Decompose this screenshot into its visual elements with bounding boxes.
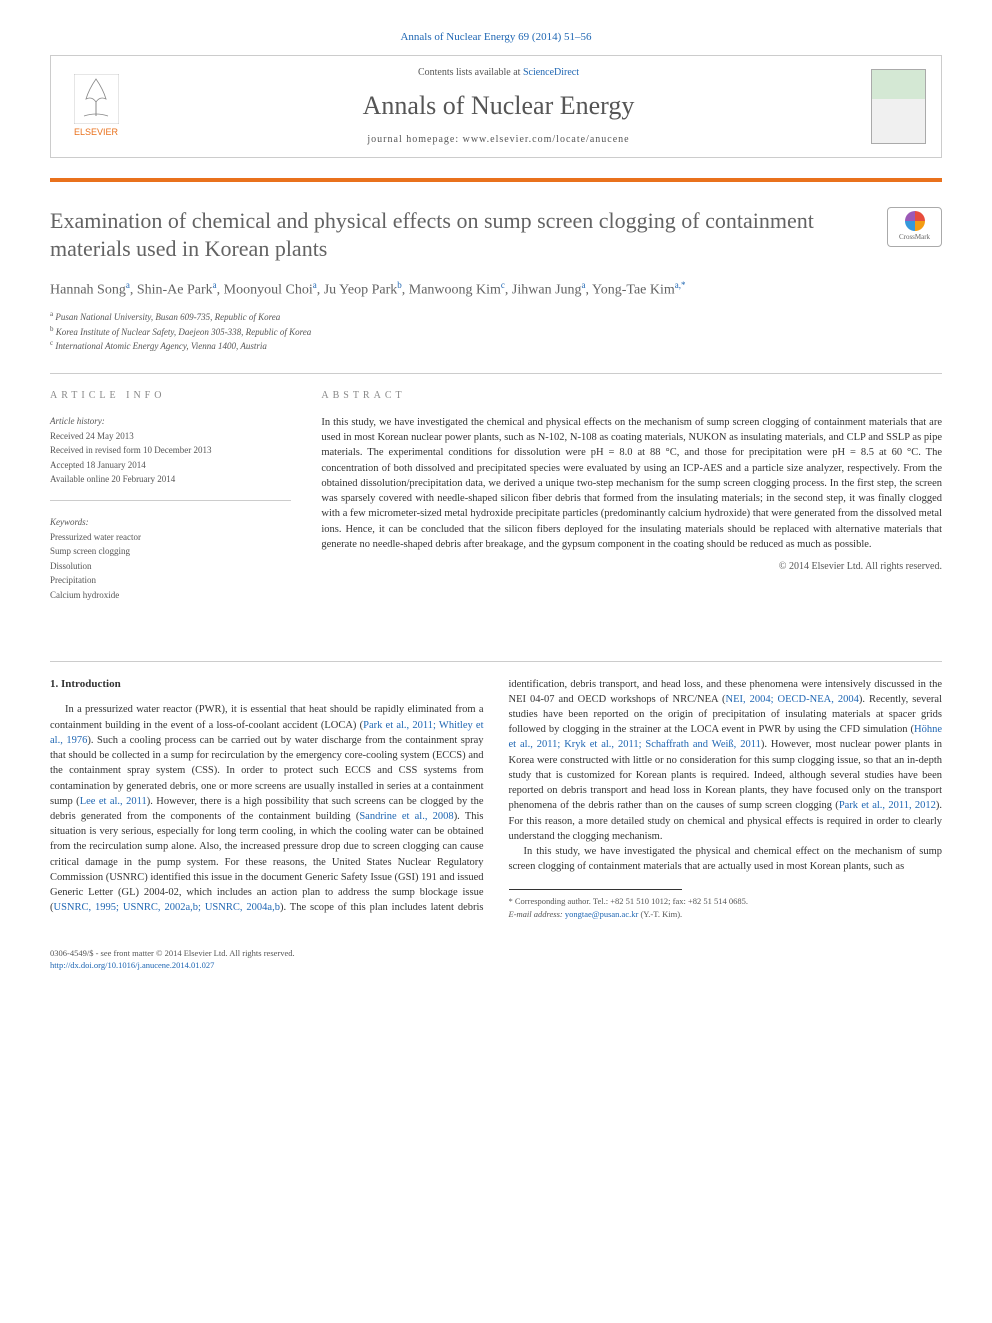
citation-link[interactable]: Lee et al., 2011 [80, 796, 147, 807]
citation-link[interactable]: Park et al., 2011, 2012 [839, 800, 936, 811]
journal-cover-thumbnail[interactable] [871, 69, 926, 144]
intro-heading: 1. Introduction [50, 677, 484, 693]
crossmark-badge[interactable]: CrossMark [887, 207, 942, 247]
authors-list: Hannah Songa, Shin-Ae Parka, Moonyoul Ch… [50, 279, 942, 300]
affiliation-line: c International Atomic Energy Agency, Vi… [50, 339, 942, 353]
corr-author-contact: * Corresponding author. Tel.: +82 51 510… [509, 895, 943, 907]
citation-link[interactable]: NEI, 2004; OECD-NEA, 2004 [726, 694, 859, 705]
keyword-item: Pressurized water reactor [50, 531, 291, 544]
journal-homepage: journal homepage: www.elsevier.com/locat… [141, 133, 856, 147]
citation-link[interactable]: USNRC, 1995; USNRC, 2002a,b; USNRC, 2004… [54, 902, 280, 913]
abstract-header: ABSTRACT [321, 389, 942, 403]
publisher-box: ELSEVIER Contents lists available at Sci… [50, 55, 942, 157]
elsevier-logo[interactable]: ELSEVIER [66, 72, 126, 142]
article-history-label: Article history: [50, 415, 291, 428]
article-info-column: ARTICLE INFO Article history: Received 2… [50, 389, 291, 631]
history-item: Received in revised form 10 December 201… [50, 444, 291, 457]
citation-link[interactable]: Sandrine et al., 2008 [359, 811, 453, 822]
email-label: E-mail address: [509, 909, 565, 919]
doi-link[interactable]: http://dx.doi.org/10.1016/j.anucene.2014… [50, 960, 214, 970]
keyword-item: Sump screen clogging [50, 545, 291, 558]
abstract-column: ABSTRACT In this study, we have investig… [321, 389, 942, 631]
abstract-copyright: © 2014 Elsevier Ltd. All rights reserved… [321, 560, 942, 574]
keyword-item: Calcium hydroxide [50, 589, 291, 602]
keyword-item: Dissolution [50, 560, 291, 573]
affiliation-line: a Pusan National University, Busan 609-7… [50, 310, 942, 324]
orange-divider-bar [50, 178, 942, 182]
article-title: Examination of chemical and physical eff… [50, 207, 867, 264]
footnote-divider [509, 889, 682, 890]
history-item: Received 24 May 2013 [50, 430, 291, 443]
corr-author-email-link[interactable]: yongtae@pusan.ac.kr [565, 909, 638, 919]
journal-name: Annals of Nuclear Energy [141, 88, 856, 124]
abstract-text: In this study, we have investigated the … [321, 415, 942, 552]
keywords-label: Keywords: [50, 516, 291, 529]
article-info-header: ARTICLE INFO [50, 389, 291, 403]
journal-citation[interactable]: Annals of Nuclear Energy 69 (2014) 51–56 [50, 30, 942, 45]
crossmark-icon [905, 211, 925, 231]
history-item: Available online 20 February 2014 [50, 473, 291, 486]
email-author-name: (Y.-T. Kim). [638, 909, 682, 919]
homepage-url-link[interactable]: www.elsevier.com/locate/anucene [463, 134, 630, 145]
body-text: 1. Introduction In a pressurized water r… [50, 677, 942, 920]
intro-paragraph-2: In this study, we have investigated the … [509, 844, 943, 874]
crossmark-label: CrossMark [899, 233, 930, 243]
intro-paragraph-1: In a pressurized water reactor (PWR), it… [50, 677, 942, 920]
issn-copyright-line: 0306-4549/$ - see front matter © 2014 El… [50, 948, 942, 960]
elsevier-name: ELSEVIER [74, 126, 118, 139]
corresponding-author-footnote: * Corresponding author. Tel.: +82 51 510… [509, 895, 943, 920]
sciencedirect-link[interactable]: ScienceDirect [523, 67, 579, 78]
elsevier-tree-icon [74, 74, 119, 124]
affiliation-line: b Korea Institute of Nuclear Safety, Dae… [50, 325, 942, 339]
bottom-metadata: 0306-4549/$ - see front matter © 2014 El… [50, 940, 942, 972]
keyword-item: Precipitation [50, 574, 291, 587]
affiliations: a Pusan National University, Busan 609-7… [50, 310, 942, 353]
history-item: Accepted 18 January 2014 [50, 459, 291, 472]
contents-available-text: Contents lists available at ScienceDirec… [141, 66, 856, 80]
